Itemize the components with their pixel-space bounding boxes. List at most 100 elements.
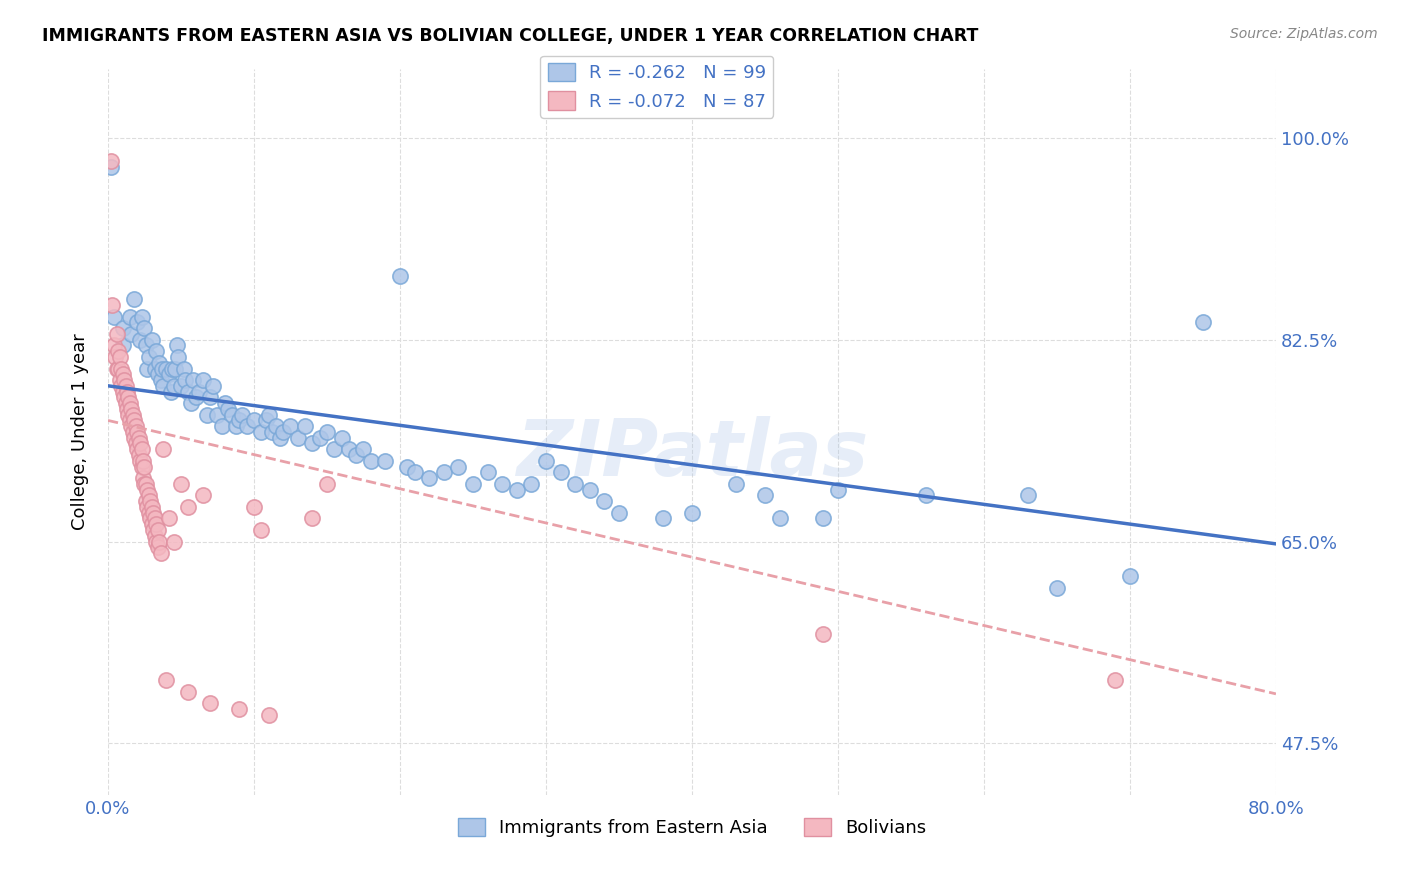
Point xyxy=(145,517,167,532)
Point xyxy=(149,546,172,560)
Point xyxy=(360,454,382,468)
Point xyxy=(121,408,143,422)
Point xyxy=(103,338,125,352)
Point xyxy=(308,431,330,445)
Point xyxy=(142,506,165,520)
Point xyxy=(122,293,145,307)
Point xyxy=(131,442,153,457)
Point xyxy=(287,431,309,445)
Point xyxy=(160,361,183,376)
Point xyxy=(155,673,177,687)
Point xyxy=(243,413,266,427)
Point xyxy=(139,511,162,525)
Point xyxy=(228,702,250,716)
Point xyxy=(148,356,170,370)
Point xyxy=(250,425,273,439)
Point xyxy=(112,390,135,404)
Point xyxy=(506,483,529,497)
Point xyxy=(131,459,153,474)
Point xyxy=(128,448,150,462)
Point xyxy=(166,338,188,352)
Point xyxy=(207,408,229,422)
Point xyxy=(813,627,835,641)
Point xyxy=(404,466,426,480)
Point xyxy=(257,408,280,422)
Point xyxy=(128,431,150,445)
Point xyxy=(396,459,419,474)
Point xyxy=(235,419,257,434)
Point xyxy=(1192,315,1215,329)
Point xyxy=(152,442,174,457)
Point xyxy=(122,413,145,427)
Point xyxy=(211,419,233,434)
Point xyxy=(330,431,353,445)
Point xyxy=(141,333,163,347)
Point xyxy=(461,476,484,491)
Point xyxy=(132,454,155,468)
Point xyxy=(110,379,132,393)
Point xyxy=(607,506,630,520)
Point xyxy=(221,408,243,422)
Point xyxy=(177,384,200,399)
Point xyxy=(114,379,136,393)
Point xyxy=(136,483,159,497)
Point xyxy=(257,707,280,722)
Point xyxy=(135,338,157,352)
Point xyxy=(132,471,155,485)
Point xyxy=(813,511,835,525)
Point xyxy=(184,390,207,404)
Point xyxy=(111,338,134,352)
Point xyxy=(146,368,169,382)
Point xyxy=(122,431,145,445)
Point xyxy=(564,476,586,491)
Point xyxy=(191,373,214,387)
Point xyxy=(134,476,156,491)
Point xyxy=(177,500,200,514)
Point xyxy=(651,511,673,525)
Point xyxy=(118,396,141,410)
Point xyxy=(163,534,186,549)
Point xyxy=(433,466,456,480)
Point xyxy=(149,373,172,387)
Point xyxy=(145,344,167,359)
Point xyxy=(316,476,339,491)
Point xyxy=(254,413,277,427)
Point xyxy=(114,396,136,410)
Point xyxy=(127,442,149,457)
Point xyxy=(827,483,849,497)
Point xyxy=(157,511,180,525)
Point xyxy=(143,361,166,376)
Point xyxy=(768,511,790,525)
Point xyxy=(138,488,160,502)
Point xyxy=(181,373,204,387)
Point xyxy=(243,500,266,514)
Point xyxy=(127,425,149,439)
Point xyxy=(198,696,221,710)
Point xyxy=(111,368,134,382)
Point xyxy=(145,534,167,549)
Point xyxy=(301,511,323,525)
Point xyxy=(136,500,159,514)
Point xyxy=(100,160,122,174)
Point xyxy=(118,413,141,427)
Point xyxy=(177,684,200,698)
Point xyxy=(138,506,160,520)
Text: IMMIGRANTS FROM EASTERN ASIA VS BOLIVIAN COLLEGE, UNDER 1 YEAR CORRELATION CHART: IMMIGRANTS FROM EASTERN ASIA VS BOLIVIAN… xyxy=(42,27,979,45)
Text: ZIPatlas: ZIPatlas xyxy=(516,416,868,491)
Point xyxy=(108,373,131,387)
Point xyxy=(191,488,214,502)
Point xyxy=(195,408,218,422)
Point xyxy=(520,476,543,491)
Point xyxy=(110,361,132,376)
Point xyxy=(198,390,221,404)
Point xyxy=(105,326,128,341)
Point xyxy=(129,436,152,450)
Point xyxy=(374,454,396,468)
Point xyxy=(316,425,339,439)
Point xyxy=(388,269,411,284)
Point xyxy=(264,419,287,434)
Point xyxy=(260,425,283,439)
Point xyxy=(111,321,134,335)
Point xyxy=(134,459,156,474)
Point xyxy=(1017,488,1039,502)
